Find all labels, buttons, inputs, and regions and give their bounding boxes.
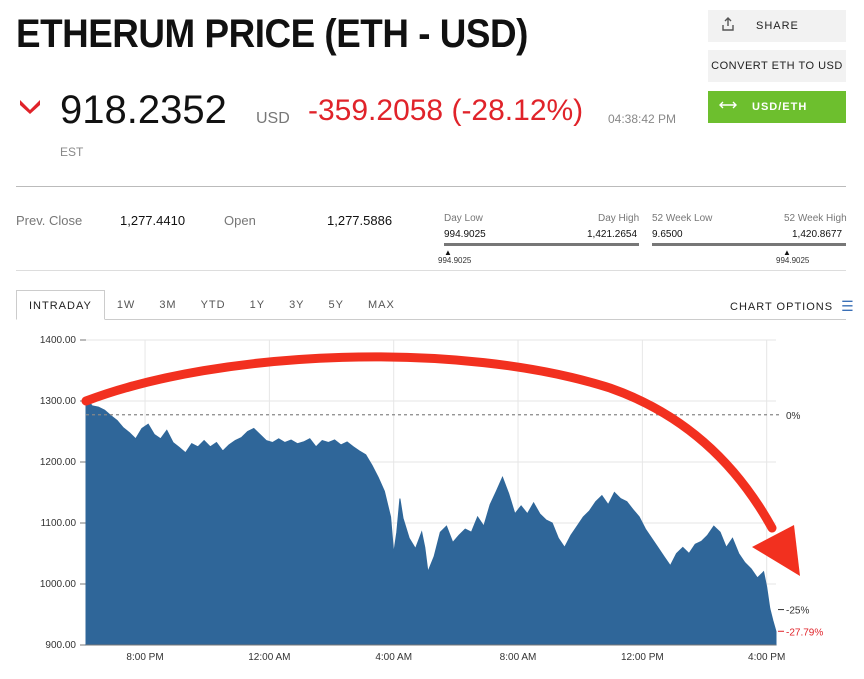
usd-eth-label: USD/ETH: [752, 101, 808, 113]
day-range-bar: [444, 243, 639, 246]
tabs-underline: [16, 319, 846, 320]
x-tick-label: 8:00 PM: [126, 652, 163, 663]
convert-eth-to-usd-button[interactable]: CONVERT ETH TO USD: [708, 50, 846, 82]
x-tick-label: 12:00 PM: [621, 652, 664, 663]
percent-label: -27.79%: [786, 627, 823, 638]
52-week-range-bar: [652, 243, 846, 246]
52-week-range-marker: ▲: [783, 248, 791, 257]
annotation-arrow-head: [752, 525, 800, 576]
current-price: 918.2352: [60, 88, 227, 132]
chart-options-button[interactable]: CHART OPTIONS ☰: [730, 298, 855, 315]
day-low-label: Day Low: [444, 213, 483, 224]
day-range-marker: ▲: [444, 248, 452, 257]
day-range-marker-label: 994.9025: [438, 256, 472, 265]
tab-5y[interactable]: 5Y: [328, 299, 344, 311]
divider: [16, 186, 846, 187]
tab-1w[interactable]: 1W: [116, 299, 136, 311]
tab-intraday[interactable]: INTRADAY: [16, 290, 105, 320]
swap-arrows-icon: [708, 98, 748, 116]
share-button[interactable]: SHARE: [708, 10, 846, 42]
52-week-low-label: 52 Week Low: [652, 213, 713, 224]
52-week-high-value: 1,420.8677: [792, 229, 843, 240]
share-icon: [708, 16, 748, 37]
prev-close-value: 1,277.4410: [120, 213, 186, 228]
y-tick-label: 1100.00: [41, 518, 77, 529]
down-chevron-icon: [20, 100, 40, 114]
timezone-label: EST: [60, 145, 84, 159]
percent-label: -25%: [786, 606, 809, 617]
tab-3m[interactable]: 3M: [159, 299, 177, 311]
quote-time: 04:38:42 PM: [608, 112, 677, 126]
share-label: SHARE: [756, 20, 799, 32]
tab-3y[interactable]: 3Y: [289, 299, 305, 311]
open-value: 1,277.5886: [327, 213, 393, 228]
open-label: Open: [224, 213, 256, 228]
x-tick-label: 8:00 AM: [500, 652, 537, 663]
currency-label: USD: [256, 110, 290, 127]
x-tick-label: 4:00 AM: [375, 652, 412, 663]
menu-icon: ☰: [841, 298, 855, 314]
tab-ytd[interactable]: YTD: [200, 299, 226, 311]
x-tick-label: 4:00 PM: [748, 652, 785, 663]
chart-options-label: CHART OPTIONS: [730, 300, 834, 313]
price-chart: 1400.00 1300.00 1200.00 1100.00 1000.00 900.0…: [40, 335, 824, 663]
usd-eth-toggle-button[interactable]: USD/ETH: [708, 91, 846, 123]
price-area: [85, 396, 777, 646]
tab-max[interactable]: MAX: [368, 299, 395, 311]
timeframe-tabs: INTRADAY 1W 3M YTD 1Y 3Y 5Y MAX: [16, 290, 407, 320]
52-week-high-label: 52 Week High: [784, 213, 847, 224]
y-tick-label: 1000.00: [40, 579, 77, 590]
day-low-value: 994.9025: [444, 229, 486, 240]
price-change: -359.2058 (-28.12%): [308, 94, 584, 127]
52-week-range-marker-label: 994.9025: [776, 256, 810, 265]
x-tick-label: 12:00 AM: [248, 652, 290, 663]
y-tick-label: 1200.00: [40, 457, 77, 468]
y-tick-label: 1300.00: [40, 396, 77, 407]
page-title: ETHERUM PRICE (ETH - USD): [16, 12, 528, 56]
annotation-arrow-shaft: [81, 352, 777, 533]
y-tick-label: 1400.00: [40, 335, 77, 346]
tab-1y[interactable]: 1Y: [249, 299, 266, 311]
divider: [16, 270, 846, 271]
prev-close-label: Prev. Close: [16, 213, 83, 228]
52-week-low-value: 9.6500: [652, 229, 683, 240]
day-high-value: 1,421.2654: [587, 229, 638, 240]
y-tick-label: 900.00: [45, 640, 76, 651]
day-high-label: Day High: [598, 213, 640, 224]
reference-line-label: 0%: [786, 411, 801, 422]
